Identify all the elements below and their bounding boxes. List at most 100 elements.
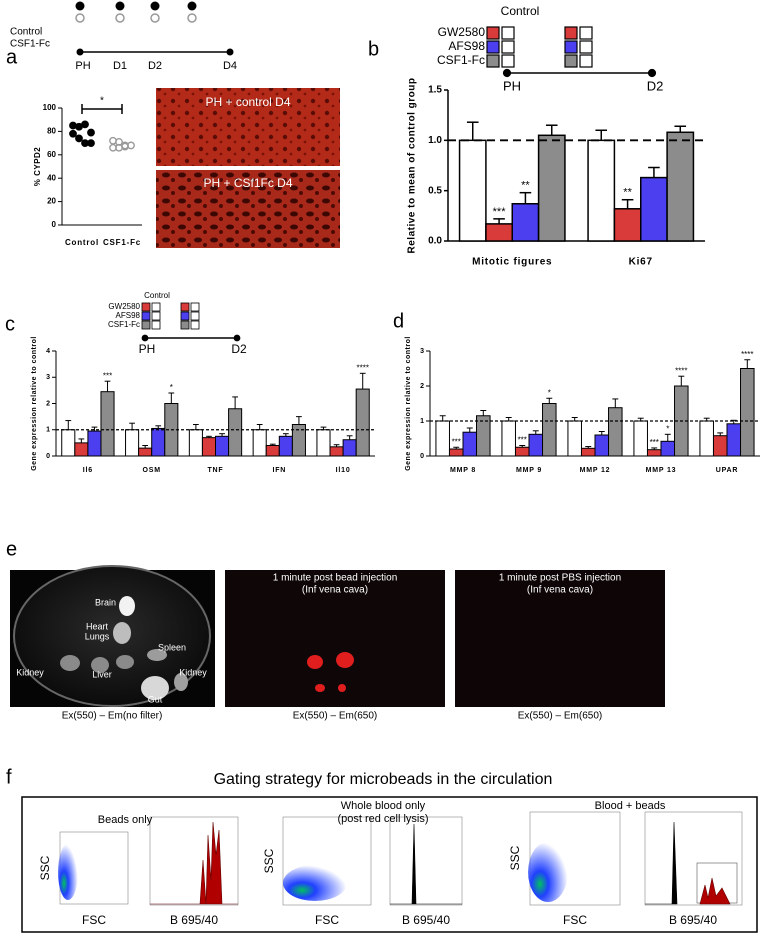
- y-tick-label: 2: [420, 383, 424, 390]
- bar: [476, 415, 491, 457]
- panel-title: Gating strategy for microbeads in the ci…: [214, 771, 553, 788]
- image-label: PH + control D4: [205, 95, 290, 109]
- bar: [355, 388, 370, 457]
- flow-plots: [58, 811, 743, 906]
- y-tick-label: 40: [47, 173, 56, 182]
- x-tick-label: CSF1-Fc: [103, 238, 141, 247]
- axis-label: FSC: [82, 913, 106, 927]
- plot-title: Blood + beads: [595, 800, 666, 812]
- axis-label: FSC: [315, 913, 339, 927]
- panel-label: e: [6, 538, 17, 560]
- axis-label: FSC: [563, 913, 587, 927]
- y-tick-label: 3: [46, 374, 50, 381]
- x-tick-label: UPAR: [716, 467, 739, 474]
- x-tick-label: Il10: [336, 467, 351, 474]
- bar: [640, 176, 668, 242]
- significance: **: [623, 187, 632, 199]
- x-tick-label: Ki67: [629, 257, 653, 268]
- image-caption: Ex(550) – Em(650): [293, 711, 377, 722]
- bar: [151, 427, 166, 457]
- legend-label: CSF1-Fc: [108, 320, 140, 329]
- significance: *: [170, 383, 173, 392]
- y-tick-label: 1: [420, 418, 424, 425]
- bar: [580, 447, 596, 457]
- bar: [712, 435, 728, 457]
- bar: [501, 420, 516, 457]
- y-tick-label: 1.0: [428, 135, 442, 146]
- significance: ***: [103, 371, 112, 380]
- panel-label: b: [368, 38, 379, 60]
- bar: [74, 442, 89, 457]
- bar: [448, 448, 464, 457]
- significance: *: [548, 388, 551, 397]
- image-caption: Ex(550) – Em(650): [518, 711, 602, 722]
- y-tick-label: 3: [420, 348, 424, 355]
- bar: [537, 134, 566, 242]
- panel-label: f: [6, 766, 12, 788]
- x-tick-label: TNF: [207, 467, 223, 474]
- legend-c: [141, 302, 241, 342]
- bar: [458, 139, 487, 242]
- bar: [633, 420, 648, 457]
- y-axis-label: Gene expression relative to control: [405, 336, 412, 471]
- y-tick-label: 100: [43, 103, 57, 112]
- timeline-label: D2: [148, 60, 162, 72]
- y-tick-label: 0.5: [428, 185, 442, 196]
- bar: [567, 420, 582, 457]
- significance: ****: [675, 366, 687, 375]
- bar: [511, 203, 540, 242]
- organ-label: Kidney: [16, 667, 44, 677]
- bar: [87, 430, 102, 457]
- organ-label: Liver: [92, 669, 112, 679]
- x-tick-label: Control: [65, 238, 99, 247]
- axis-label: SSC: [38, 855, 52, 880]
- image-caption: Ex(550) – Em(no filter): [62, 711, 163, 722]
- bar: [61, 429, 76, 457]
- panel-label: a: [6, 46, 18, 68]
- y-tick-label: 2: [46, 400, 50, 407]
- significance: ***: [518, 436, 527, 445]
- legend-label: AFS98: [116, 311, 141, 320]
- legend-b: [486, 26, 657, 78]
- bar: [726, 423, 742, 457]
- timeline-label: D2: [231, 342, 247, 356]
- timeline-label: D2: [647, 78, 664, 93]
- x-tick-label: MMP 9: [516, 467, 542, 474]
- x-tick-label: MMP 8: [450, 467, 476, 474]
- legend-title: Control: [501, 4, 540, 18]
- y-tick-label: 0: [420, 453, 424, 460]
- legend-label: GW2580: [438, 25, 486, 39]
- timeline-label: PH: [503, 78, 521, 93]
- image-label: PH + CSf1Fc D4: [203, 176, 292, 190]
- image-title: (Inf vena cava): [527, 585, 593, 596]
- bar: [228, 408, 243, 457]
- y-tick-label: 1.5: [428, 85, 442, 96]
- bar: [265, 445, 280, 457]
- axis-label: B 695/40: [669, 913, 717, 927]
- organ-label: Lungs: [85, 631, 110, 641]
- bar: [613, 208, 642, 242]
- plot-title: (post red cell lysis): [337, 813, 428, 825]
- bar: [485, 223, 514, 242]
- organ-labels: Brain Heart Lungs Spleen Kidney Liver Ki…: [16, 597, 207, 704]
- data-point: [81, 120, 89, 129]
- bar: [666, 131, 695, 242]
- y-tick-label: 0: [52, 220, 57, 229]
- x-tick-label: MMP 13: [646, 467, 677, 474]
- axis-label: B 695/40: [402, 913, 450, 927]
- bar: [528, 433, 544, 457]
- bar: [138, 447, 153, 457]
- bar: [100, 391, 115, 457]
- significance: ***: [650, 438, 659, 447]
- bar: [660, 440, 676, 457]
- data-point: [121, 142, 129, 151]
- y-tick-label: 80: [47, 127, 56, 136]
- y-tick-label: 4: [46, 348, 50, 355]
- bar: [188, 429, 203, 457]
- y-axis-label: Relative to mean of control group: [407, 78, 418, 254]
- x-tick-label: MMP 12: [580, 467, 611, 474]
- significance: **: [521, 180, 530, 192]
- image-title: 1 minute post PBS injection: [499, 573, 621, 584]
- bar: [646, 449, 662, 457]
- panel-label: d: [393, 310, 404, 332]
